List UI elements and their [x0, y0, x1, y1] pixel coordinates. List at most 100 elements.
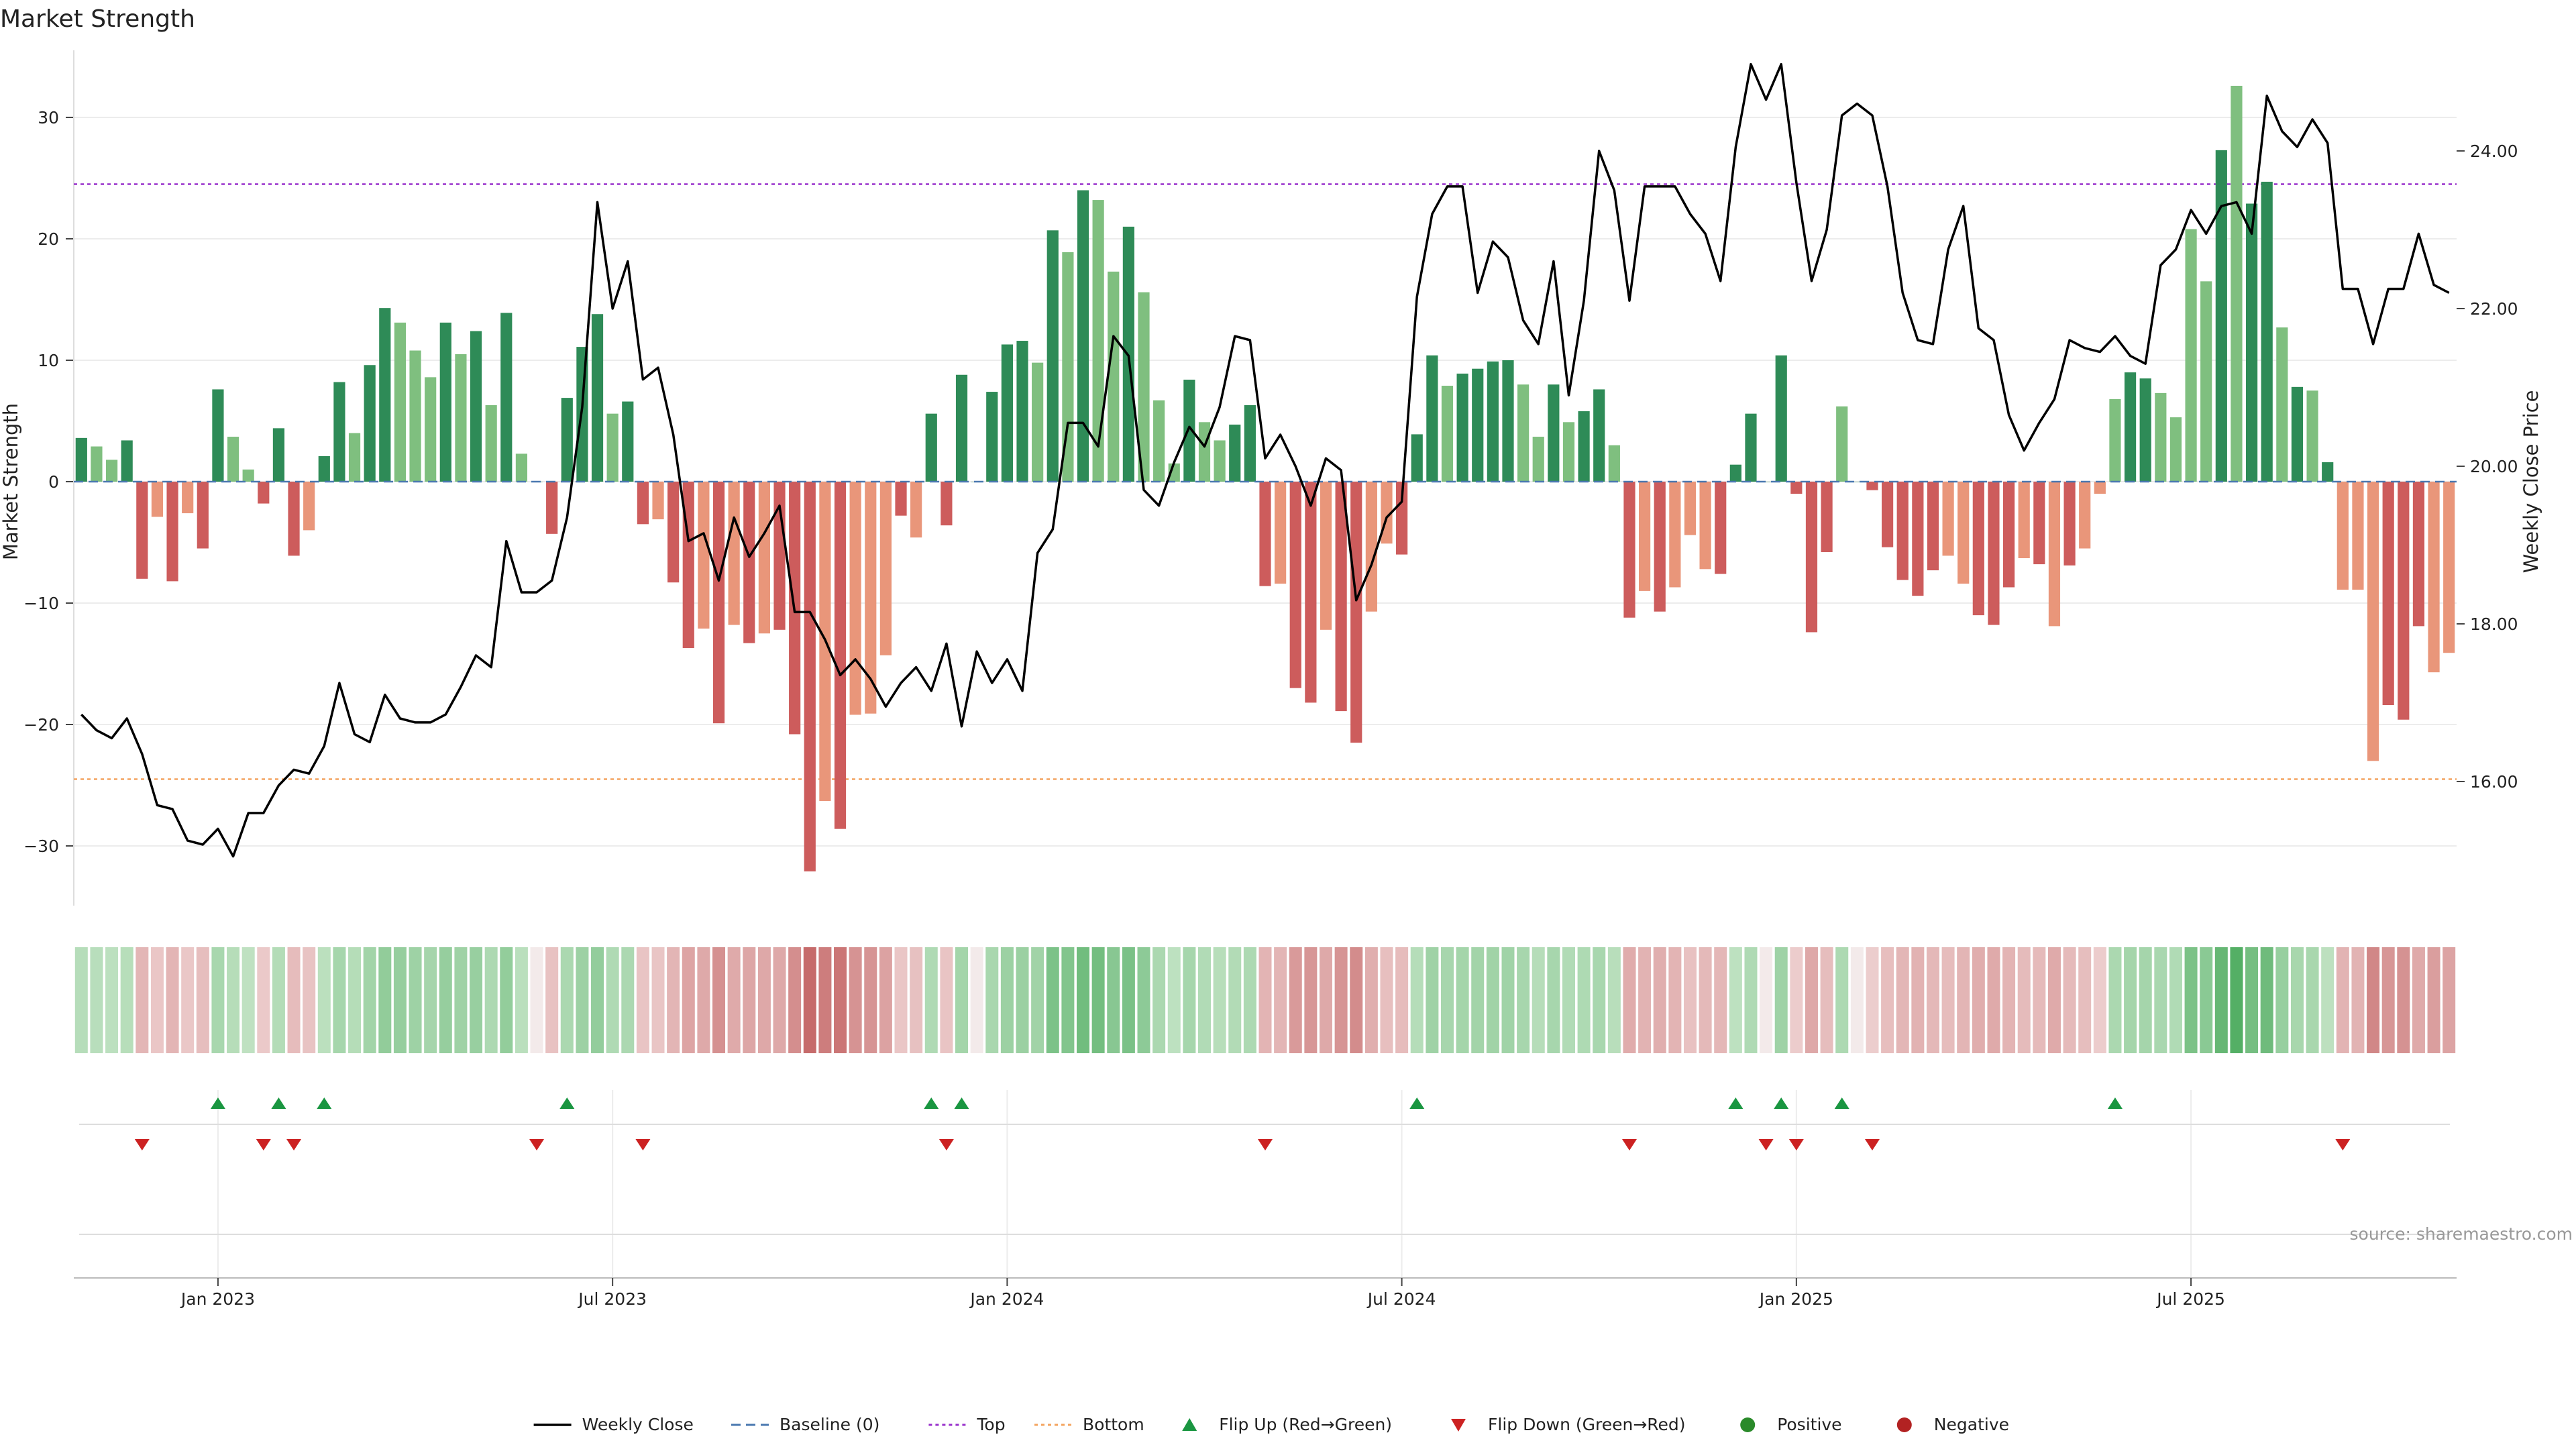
- strength-bar: [1456, 373, 1468, 482]
- flip-up-marker: [317, 1097, 332, 1109]
- heat-cell: [2078, 947, 2092, 1053]
- date-axis: Jan 2023 Jul 2023 Jan 2024 Jul 2024 Jan 2025…: [74, 1277, 2457, 1309]
- strength-bar: [1775, 355, 1787, 482]
- strength-bar: [121, 440, 133, 482]
- flip-down-marker: [1258, 1139, 1273, 1150]
- strength-bar: [2443, 482, 2455, 653]
- heat-cell: [924, 947, 938, 1053]
- heat-cell: [970, 947, 983, 1053]
- strength-bar: [652, 482, 664, 520]
- strength-bar: [1881, 482, 1894, 547]
- strength-bar: [1578, 411, 1590, 482]
- heat-cell: [1046, 947, 1059, 1053]
- left-tick-label: 20: [38, 229, 59, 249]
- heat-cell: [2397, 947, 2410, 1053]
- heat-cell: [317, 947, 331, 1053]
- heat-cell: [727, 947, 741, 1053]
- x-tick-label: Jul 2024: [1366, 1289, 1436, 1309]
- strength-bar: [1866, 482, 1878, 490]
- flip-up-marker: [210, 1097, 225, 1109]
- heat-cell: [818, 947, 832, 1053]
- heat-cell: [2412, 947, 2425, 1053]
- strength-bar: [622, 401, 634, 482]
- strength-bar: [470, 331, 482, 482]
- strength-bar: [561, 398, 573, 482]
- strength-bar: [1745, 413, 1757, 482]
- heat-cell: [1228, 947, 1242, 1053]
- strength-bar: [1836, 406, 1848, 482]
- heat-cell: [2108, 947, 2122, 1053]
- heat-cell: [910, 947, 923, 1053]
- strength-bar: [2276, 327, 2288, 482]
- legend-label: Flip Up (Red→Green): [1219, 1415, 1392, 1434]
- strength-bar: [303, 482, 315, 531]
- heat-cell: [2002, 947, 2016, 1053]
- legend-label: Bottom: [1083, 1415, 1144, 1434]
- heat-cell: [1653, 947, 1666, 1053]
- heat-cell: [1744, 947, 1758, 1053]
- heat-cell: [303, 947, 316, 1053]
- heat-cell: [196, 947, 209, 1053]
- heat-cell: [1926, 947, 1939, 1053]
- heat-cell: [287, 947, 301, 1053]
- right-tick-label: 24.00: [2470, 142, 2518, 161]
- strength-bar: [2200, 281, 2212, 482]
- heat-cell: [1122, 947, 1135, 1053]
- strength-bar: [1821, 482, 1833, 552]
- heat-cell: [1304, 947, 1318, 1053]
- legend-label: Weekly Close: [582, 1415, 694, 1434]
- heat-cell: [1319, 947, 1332, 1053]
- strength-bar: [1487, 361, 1499, 482]
- heat-cell: [211, 947, 225, 1053]
- heat-cell: [1623, 947, 1636, 1053]
- heat-cell: [2336, 947, 2349, 1053]
- strength-bar: [1289, 482, 1301, 688]
- heat-cell: [894, 947, 908, 1053]
- strength-bar: [105, 460, 118, 482]
- flip-up-marker: [1409, 1097, 1425, 1109]
- right-tick-label: 20.00: [2470, 457, 2518, 476]
- heat-cell: [393, 947, 407, 1053]
- strength-bar: [2382, 482, 2394, 706]
- strength-bar: [941, 482, 953, 526]
- strength-bar: [2002, 482, 2015, 588]
- heat-cell: [1000, 947, 1014, 1053]
- x-tick-label: Jan 2023: [180, 1289, 255, 1309]
- heat-cell: [1380, 947, 1393, 1053]
- heat-cell: [484, 947, 498, 1053]
- strength-bar: [2079, 482, 2091, 549]
- heat-cell: [105, 947, 119, 1053]
- strength-bar: [2412, 482, 2425, 627]
- strength-bar: [591, 314, 604, 482]
- flip-down-marker: [286, 1139, 302, 1150]
- heat-cell: [363, 947, 376, 1053]
- strength-bar: [1077, 190, 1089, 482]
- strength-bar: [1335, 482, 1347, 712]
- strength-bar: [2139, 378, 2151, 482]
- strength-bar: [1396, 482, 1408, 555]
- legend-swatch-flip-up: [1182, 1418, 1197, 1431]
- legend-swatch-negative: [1896, 1417, 1912, 1432]
- strength-bar: [804, 482, 816, 872]
- heat-cell: [1607, 947, 1621, 1053]
- strength-bar: [1896, 482, 1909, 580]
- heat-cell: [1683, 947, 1697, 1053]
- heat-cell: [651, 947, 665, 1053]
- heat-cell: [2154, 947, 2167, 1053]
- strength-bar: [2306, 390, 2318, 482]
- heat-cell: [500, 947, 513, 1053]
- heat-cell: [1729, 947, 1742, 1053]
- strength-bar: [515, 453, 528, 482]
- strength-bar: [455, 354, 467, 482]
- strength-bar: [712, 482, 725, 724]
- strength-bar: [546, 482, 558, 534]
- heat-cell: [1820, 947, 1833, 1053]
- heat-cell: [1183, 947, 1196, 1053]
- right-tick-label: 22.00: [2470, 299, 2518, 319]
- strength-bar: [728, 482, 740, 625]
- heat-cell: [1486, 947, 1499, 1053]
- heat-cell: [1850, 947, 1864, 1053]
- strength-bar: [2018, 482, 2030, 559]
- strength-bar: [2169, 417, 2182, 482]
- flip-down-marker: [1788, 1139, 1804, 1150]
